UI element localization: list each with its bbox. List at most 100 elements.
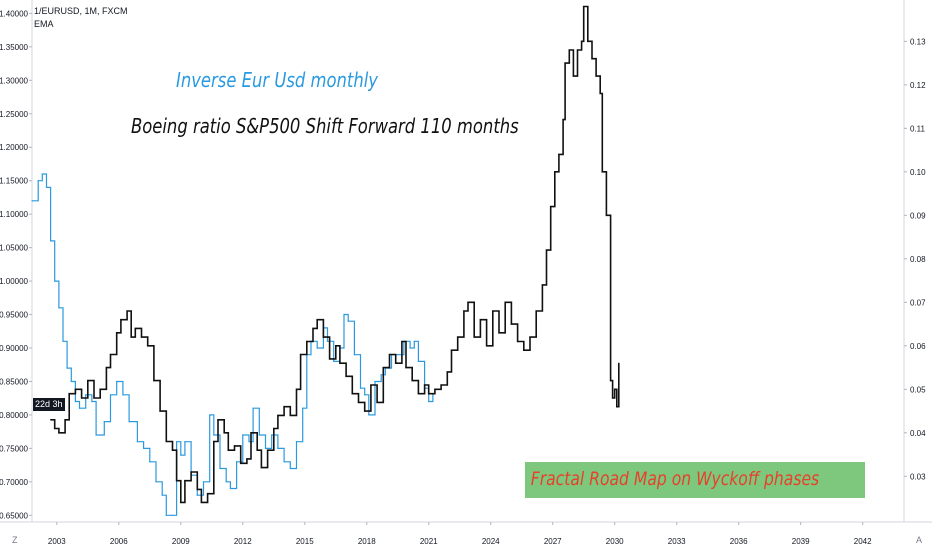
series-2-point (328, 358, 331, 360)
series-2-point (558, 153, 560, 156)
series-2-point (581, 40, 583, 42)
series-1-point (136, 441, 138, 443)
left-tick-label: 0.95000 (0, 311, 29, 320)
series-2-point (289, 414, 291, 417)
series-2-point (614, 388, 616, 390)
series-1-point (142, 447, 145, 449)
auto-scale-corner[interactable]: A (916, 535, 923, 545)
series-1-point (213, 434, 215, 436)
series-1-point (45, 186, 48, 188)
left-price-axis: 0.65000 0.70000 0.75000 0.80000 0.85000 0.900… (0, 0, 33, 522)
series-1-point (409, 347, 411, 349)
series-1-point (271, 434, 273, 436)
right-tick-label: 0.05 (910, 385, 926, 394)
series-2-point (485, 345, 488, 347)
indicator-label[interactable]: EMA (34, 19, 54, 29)
series-2-point (306, 340, 308, 343)
timezone-corner[interactable]: Z (12, 535, 18, 545)
series-2-point (535, 310, 537, 312)
series-1-point (248, 441, 250, 443)
series-1-point (128, 421, 130, 423)
right-tick-label: 0.13 (910, 37, 926, 46)
series-2-point (612, 397, 614, 399)
series-2-point (266, 449, 269, 451)
series-1-point (95, 434, 97, 436)
series-2-point (417, 393, 420, 395)
series-1-point (122, 394, 124, 396)
series-1-point (283, 461, 285, 463)
series-2-point (345, 375, 347, 377)
series-2-point (405, 366, 407, 369)
series-2-point (74, 388, 76, 390)
series-2-point (256, 449, 258, 451)
right-tick-label: 0.04 (910, 429, 926, 438)
time-tick-label: 2042 (854, 537, 872, 546)
series-1-point (155, 481, 157, 483)
series-2-point (424, 384, 426, 386)
series-2-point (295, 388, 298, 390)
series-2-point (130, 336, 132, 338)
series-1-point (176, 441, 178, 443)
series-2-point (165, 440, 167, 443)
series-2-point (217, 419, 219, 421)
series-2-point (120, 319, 122, 321)
series-1-point (252, 407, 254, 409)
left-tick-label: 0.90000 (0, 344, 29, 353)
series-2-point (541, 284, 543, 286)
series-2-point (457, 336, 459, 338)
right-tick-label: 0.08 (910, 255, 926, 264)
series-2-point (364, 410, 366, 412)
series-2-point (171, 449, 174, 451)
time-tick-label: 2018 (358, 537, 376, 546)
series-2-point (180, 501, 182, 504)
series-2-point (576, 49, 579, 51)
right-tick-label: 0.09 (910, 211, 926, 220)
series-2-point (68, 393, 70, 395)
annotation-box[interactable]: Fractal Road Map on Wyckoff phases (525, 462, 865, 498)
series-1-point (74, 400, 76, 403)
series-1-point (432, 394, 434, 396)
series-1-point (209, 414, 211, 416)
time-axis: 2003 2006 2009 2012 2015 2018 2021 2024 2027 2030… (0, 521, 932, 546)
series-1-point (364, 394, 366, 396)
series-1-point (413, 340, 415, 342)
series-2-point (554, 171, 556, 173)
series-2-point (564, 62, 566, 64)
series-1-point (149, 461, 151, 463)
series-2-point (273, 427, 275, 430)
series-2-point (184, 480, 186, 482)
series-2-point (260, 467, 262, 469)
series-1-point (165, 514, 167, 516)
time-tick-label: 2030 (606, 537, 624, 546)
annotation-black[interactable]: Boeing ratio S&P500 Shift Forward 110 mo… (131, 114, 519, 138)
series-1-point (109, 394, 112, 396)
series-line-1 (32, 173, 434, 516)
series-2-point (335, 345, 337, 347)
series-2-point (568, 49, 570, 51)
series-2-point (64, 419, 66, 421)
series-1-point (78, 407, 81, 409)
left-tick-label: 1.40000 (0, 9, 29, 18)
series-1-point (277, 447, 279, 449)
series-2-point (595, 75, 597, 77)
series-2-point (545, 249, 548, 251)
series-1-point (91, 400, 93, 403)
series-2-point (516, 340, 519, 343)
series-2-point (562, 119, 564, 121)
annotation-blue[interactable]: Inverse Eur Usd monthly (176, 68, 378, 92)
left-tick-label: 1.20000 (0, 143, 29, 152)
series-2-point (473, 336, 475, 338)
time-tick-label: 2009 (172, 537, 190, 546)
series-1-point (264, 447, 267, 449)
series-2-point (376, 401, 378, 403)
series-2-point (446, 371, 448, 373)
symbol-line[interactable]: 1/EURUSD, 1M, FXCM (34, 6, 128, 16)
series-2-point (599, 92, 601, 95)
series-1-point (225, 481, 227, 483)
series-1-point (397, 354, 399, 356)
series-2-point (601, 171, 603, 173)
series-2-point (200, 501, 203, 504)
series-1-point (202, 481, 205, 483)
series-1-point (235, 461, 238, 463)
